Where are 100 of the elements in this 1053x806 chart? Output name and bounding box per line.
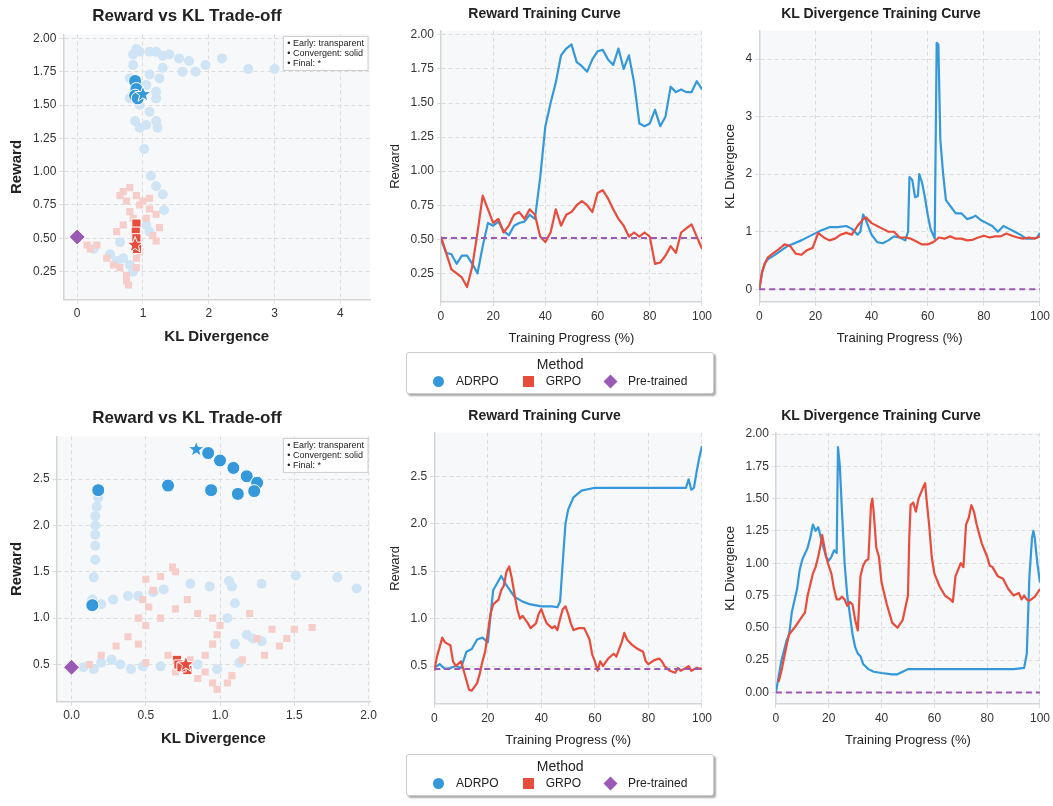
y-tick-label: 0.75 bbox=[745, 587, 770, 602]
point bbox=[90, 540, 101, 551]
point bbox=[146, 205, 154, 213]
point bbox=[239, 469, 254, 484]
chart-title: KL Divergence Training Curve bbox=[781, 407, 982, 424]
x-tick-label: 100 bbox=[1029, 308, 1051, 323]
legend-label: Pre-trained bbox=[628, 374, 688, 388]
chart-title: Reward vs KL Trade-off bbox=[92, 407, 283, 427]
y-tick-label: 1.00 bbox=[410, 163, 435, 178]
point bbox=[204, 581, 215, 592]
y-tick-label: 1.5 bbox=[410, 563, 428, 578]
point bbox=[68, 228, 86, 246]
point bbox=[132, 192, 140, 200]
x-axis-title: Training Progress (%) bbox=[505, 731, 632, 747]
point bbox=[119, 221, 127, 229]
point bbox=[115, 659, 126, 670]
point bbox=[108, 594, 119, 605]
x-tick-label: 0.5 bbox=[137, 708, 155, 723]
point bbox=[183, 596, 191, 604]
point bbox=[122, 590, 133, 601]
y-tick-label: 2.5 bbox=[410, 468, 428, 483]
point bbox=[155, 224, 163, 232]
point bbox=[269, 64, 280, 75]
point bbox=[243, 64, 254, 75]
point bbox=[128, 60, 139, 71]
x-tick-label: 80 bbox=[641, 710, 656, 725]
x-tick-label: 20 bbox=[486, 308, 501, 323]
point bbox=[157, 189, 168, 200]
x-tick-label: 20 bbox=[822, 710, 836, 725]
point bbox=[90, 520, 101, 531]
point bbox=[118, 253, 129, 264]
point bbox=[275, 642, 283, 650]
point bbox=[85, 660, 93, 669]
point bbox=[332, 572, 343, 583]
y-tick-label: 1.50 bbox=[745, 490, 770, 505]
point bbox=[126, 208, 134, 216]
point bbox=[91, 483, 106, 498]
x-axis-title: Training Progress (%) bbox=[508, 329, 635, 345]
point bbox=[216, 53, 227, 64]
y-tick-label: 0.75 bbox=[33, 197, 57, 212]
point bbox=[194, 609, 202, 618]
point bbox=[213, 686, 221, 694]
x-tick-label: 40 bbox=[538, 308, 553, 323]
point bbox=[216, 622, 224, 630]
x-tick-label: 0 bbox=[772, 710, 780, 725]
point bbox=[90, 529, 101, 540]
x-tick-label: 100 bbox=[691, 710, 713, 725]
x-tick-label: 20 bbox=[808, 308, 823, 323]
y-tick-label: 0.50 bbox=[745, 620, 770, 635]
y-tick-label: 1.0 bbox=[32, 610, 50, 625]
point bbox=[86, 245, 94, 253]
point bbox=[132, 264, 140, 272]
x-tick-label: 1 bbox=[139, 306, 147, 321]
point bbox=[113, 228, 121, 236]
point bbox=[187, 440, 205, 457]
y-tick-label: 1.75 bbox=[410, 61, 435, 76]
x-tick-label: 60 bbox=[927, 710, 942, 725]
point bbox=[351, 583, 362, 594]
point bbox=[200, 60, 211, 71]
legend-label: GRPO bbox=[545, 374, 582, 388]
x-tick-label: 100 bbox=[691, 308, 713, 323]
x-tick-label: 60 bbox=[588, 710, 602, 725]
y-tick-label: 1.50 bbox=[33, 97, 57, 112]
point bbox=[97, 651, 105, 659]
y-tick-label: 0.5 bbox=[410, 658, 428, 673]
point bbox=[226, 581, 237, 592]
point bbox=[90, 554, 101, 565]
point bbox=[192, 659, 203, 670]
legend-title: Method bbox=[535, 758, 585, 774]
point bbox=[158, 584, 169, 595]
annotation: • Convergent: solid bbox=[287, 48, 364, 59]
point bbox=[213, 453, 228, 468]
point bbox=[139, 596, 147, 604]
x-tick-label: 60 bbox=[921, 308, 935, 323]
point bbox=[134, 614, 142, 622]
point bbox=[229, 639, 240, 650]
y-tick-label: 1 bbox=[745, 224, 753, 239]
point bbox=[142, 214, 150, 222]
y-tick-label: 1.25 bbox=[33, 130, 57, 145]
y-tick-label: 0.5 bbox=[32, 656, 50, 671]
point bbox=[109, 261, 117, 269]
point bbox=[132, 254, 140, 262]
point bbox=[125, 664, 136, 675]
x-tick-label: 0.0 bbox=[63, 708, 81, 723]
point bbox=[116, 264, 124, 272]
point bbox=[194, 674, 202, 682]
point bbox=[134, 85, 152, 102]
point bbox=[114, 237, 125, 248]
chart-title: Reward Training Curve bbox=[468, 407, 621, 424]
point bbox=[112, 642, 120, 650]
point bbox=[283, 635, 291, 643]
point bbox=[157, 62, 168, 73]
point bbox=[253, 635, 261, 643]
x-tick-label: 80 bbox=[980, 710, 995, 725]
y-tick-label: 3 bbox=[745, 108, 753, 123]
y-tick-label: 0 bbox=[745, 281, 753, 296]
y-tick-label: 1.75 bbox=[33, 64, 57, 79]
point bbox=[190, 66, 201, 77]
point bbox=[134, 640, 142, 648]
point bbox=[126, 235, 144, 253]
